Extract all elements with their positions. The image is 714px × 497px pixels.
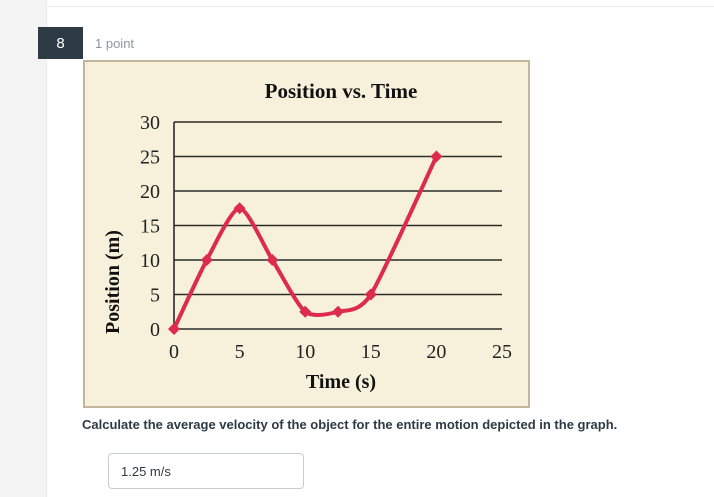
data-point-marker — [168, 323, 180, 335]
y-tick-label: 5 — [150, 285, 160, 307]
x-tick-label: 5 — [235, 341, 245, 363]
y-tick-label: 0 — [150, 319, 160, 341]
position-series-line — [172, 154, 439, 331]
answer-value: 1.25 m/s — [121, 463, 171, 479]
chart-svg: Position vs. Time 0 5 10 15 20 25 30 0 5 10 15 20 2… — [102, 79, 512, 393]
x-tick-label: 25 — [492, 341, 512, 363]
y-tick-label: 20 — [140, 181, 160, 203]
data-point-marker — [364, 288, 377, 301]
x-axis-ticks: 0 5 10 15 20 25 — [169, 341, 512, 363]
chart-gridlines — [173, 121, 502, 330]
left-sidebar-strip — [0, 0, 47, 497]
data-point-marker — [299, 305, 312, 318]
top-divider — [46, 6, 714, 7]
data-point-marker — [233, 202, 246, 215]
y-axis-ticks: 0 5 10 15 20 25 30 — [140, 112, 160, 341]
x-tick-label: 15 — [361, 341, 381, 363]
y-tick-label: 25 — [140, 147, 160, 169]
x-tick-label: 10 — [295, 341, 315, 363]
question-prompt: Calculate the average velocity of the ob… — [82, 417, 618, 432]
data-point-marker — [266, 254, 279, 266]
data-point-marker — [200, 254, 213, 266]
x-tick-label: 0 — [169, 341, 179, 363]
data-point-marker — [430, 150, 443, 163]
chart-title: Position vs. Time — [265, 79, 418, 103]
question-number-badge: 8 — [38, 27, 83, 59]
data-point-markers — [168, 150, 443, 335]
y-tick-label: 30 — [140, 112, 160, 134]
position-time-chart: Position vs. Time 0 5 10 15 20 25 30 0 5 10 15 20 2… — [83, 60, 530, 408]
x-tick-label: 20 — [426, 341, 446, 363]
y-tick-label: 10 — [140, 250, 160, 272]
data-point-marker — [332, 305, 344, 318]
x-axis-label: Time (s) — [306, 371, 376, 393]
question-points: 1 point — [95, 36, 135, 51]
answer-input[interactable]: 1.25 m/s — [108, 453, 304, 489]
y-axis-label: Position (m) — [102, 230, 124, 334]
y-tick-label: 15 — [140, 216, 160, 238]
